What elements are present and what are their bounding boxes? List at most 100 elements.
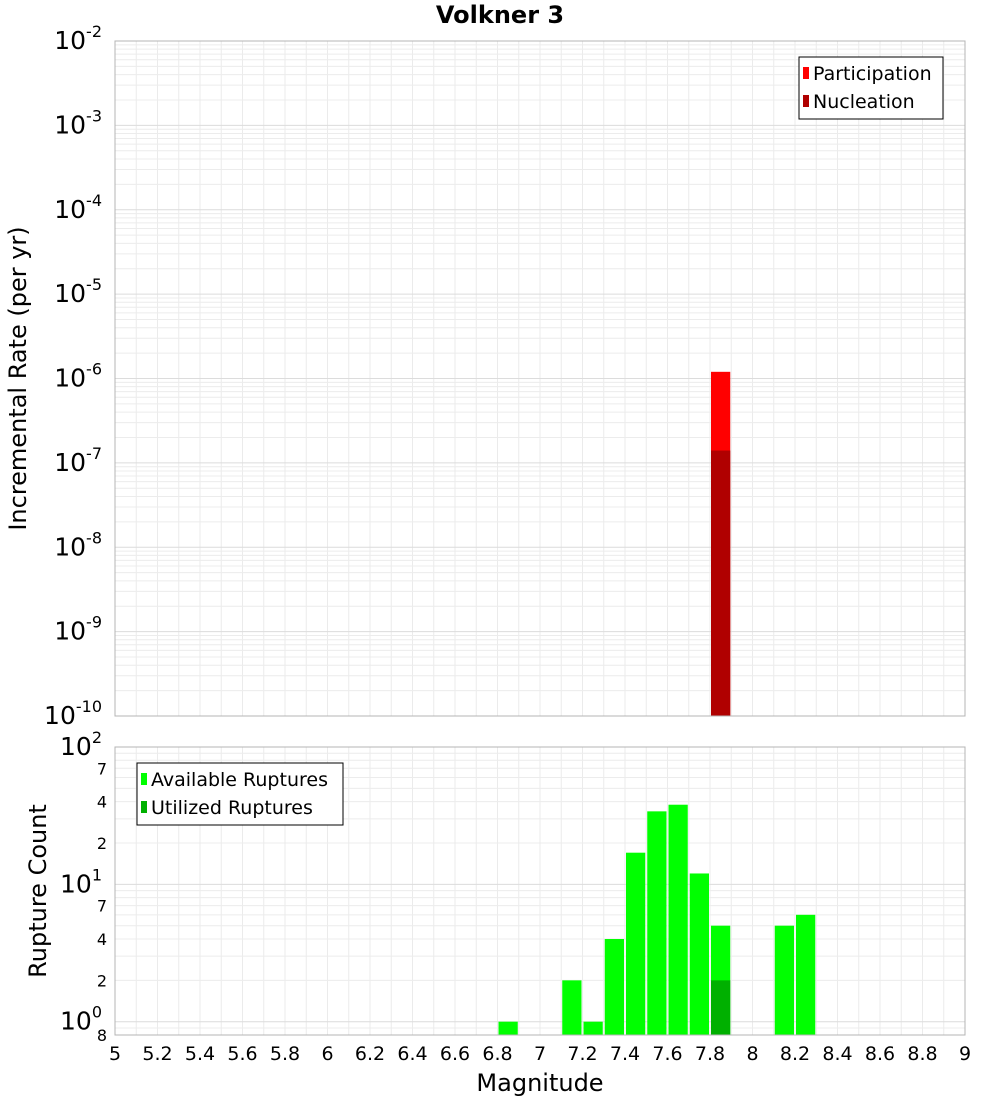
y-minor-tick-label: 4 [97,793,107,812]
x-tick-label: 8 [746,1043,758,1065]
y-tick-exponent: -3 [86,106,102,125]
x-tick-label: 8.4 [822,1043,852,1065]
x-tick-label: 7.4 [610,1043,640,1065]
x-tick-label: 5.2 [142,1043,172,1065]
x-tick-label: 6 [321,1043,333,1065]
panel-0: 10-1010-910-810-710-610-510-410-310-2Inc… [4,22,966,730]
y-tick-exponent: -4 [86,191,102,210]
grid-lines [114,40,966,717]
y-minor-tick-label: 4 [97,930,107,949]
x-tick-label: 9 [959,1043,971,1065]
y-tick-label: 10-5 [54,275,102,308]
y-tick-base: 10 [60,869,92,898]
y-tick-exponent: -6 [86,360,102,379]
x-tick-label: 7 [534,1043,546,1065]
chart-title: Volkner 3 [436,1,564,29]
y-tick-label: 10-7 [54,444,102,477]
bar-available-ruptures [583,1021,603,1035]
y-tick-base: 10 [54,195,86,224]
x-tick-label: 7.2 [567,1043,597,1065]
bar-available-ruptures [689,873,709,1035]
legend-box [136,762,344,826]
x-tick-label: 8.2 [780,1043,810,1065]
x-tick-label: 6.6 [440,1043,470,1065]
y-tick-base: 10 [60,732,92,761]
y-minor-tick-label: 8 [97,1026,107,1045]
plot-border [114,746,966,1036]
y-axis-title: Incremental Rate (per yr) [4,226,32,530]
legend-swatch [141,801,147,813]
plot-border [114,40,966,717]
y-tick-base: 10 [54,26,86,55]
legend: Participation Nucleation [798,56,944,120]
x-tick-label: 7.8 [695,1043,725,1065]
bar-available-ruptures [774,925,794,1035]
x-tick-label: 8.6 [865,1043,895,1065]
bar-available-ruptures [562,980,582,1035]
legend: Available Ruptures Utilized Ruptures [136,762,344,826]
x-tick-label: 6.8 [482,1043,512,1065]
y-tick-exponent: -7 [86,444,102,463]
y-tick-exponent: -10 [76,697,102,716]
bars [711,371,731,716]
x-tick-label: 7.6 [652,1043,682,1065]
y-tick-base: 10 [54,448,86,477]
x-tick-label: 6.4 [397,1043,427,1065]
y-tick-label: 10-8 [54,528,102,561]
legend-swatch [141,773,147,785]
x-tick-label: 5.4 [185,1043,215,1065]
legend-label: Nucleation [813,91,915,113]
y-minor-tick-label: 2 [97,971,107,990]
y-tick-exponent: -2 [86,22,102,41]
legend-swatch [803,67,809,79]
legend-label: Participation [813,63,932,85]
y-tick-label: 10-10 [44,697,102,730]
legend-label: Utilized Ruptures [151,797,313,819]
y-tick-label: 10-2 [54,22,102,55]
x-tick-label: 6.2 [355,1043,385,1065]
y-tick-base: 10 [60,1007,92,1036]
bar-nucleation [711,450,731,716]
y-tick-label: 10-9 [54,613,102,646]
legend-swatch [803,95,809,107]
y-tick-base: 10 [54,364,86,393]
y-tick-label: 10-6 [54,360,102,393]
x-tick-label: 5.8 [270,1043,300,1065]
x-tick-label: 5.6 [227,1043,257,1065]
y-tick-label: 100 [60,1003,102,1036]
y-tick-label: 102 [60,728,102,761]
x-axis-title: Magnitude [476,1069,603,1097]
y-tick-exponent: -5 [86,275,102,294]
bar-utilized-ruptures [711,980,731,1035]
bar-available-ruptures [668,804,688,1035]
bar-available-ruptures [626,852,646,1035]
y-tick-base: 10 [54,532,86,561]
bar-available-ruptures [647,811,667,1035]
y-tick-exponent: -9 [86,613,102,632]
y-axis-title: Rupture Count [24,804,52,978]
y-tick-exponent: 1 [92,865,102,884]
y-tick-base: 10 [44,701,76,730]
y-tick-base: 10 [54,110,86,139]
y-tick-label: 101 [60,865,102,898]
bar-available-ruptures [796,914,816,1035]
y-tick-exponent: -8 [86,528,102,547]
x-tick-label: 8.8 [907,1043,937,1065]
y-minor-tick-label: 2 [97,834,107,853]
y-tick-label: 10-4 [54,191,102,224]
y-tick-exponent: 2 [92,728,102,747]
y-tick-base: 10 [54,617,86,646]
y-tick-exponent: 0 [92,1003,102,1022]
bar-available-ruptures [604,939,624,1035]
y-minor-tick-label: 7 [97,759,107,778]
x-tick-labels: 5 5.2 5.4 5.6 5.8 6 6.2 6.4 6.6 6.8 7 7.2 7.4 7.6 7.8 8… [109,1043,971,1065]
y-tick-base: 10 [54,279,86,308]
legend-box [798,56,944,120]
y-minor-tick-label: 7 [97,897,107,916]
y-tick-label: 10-3 [54,106,102,139]
